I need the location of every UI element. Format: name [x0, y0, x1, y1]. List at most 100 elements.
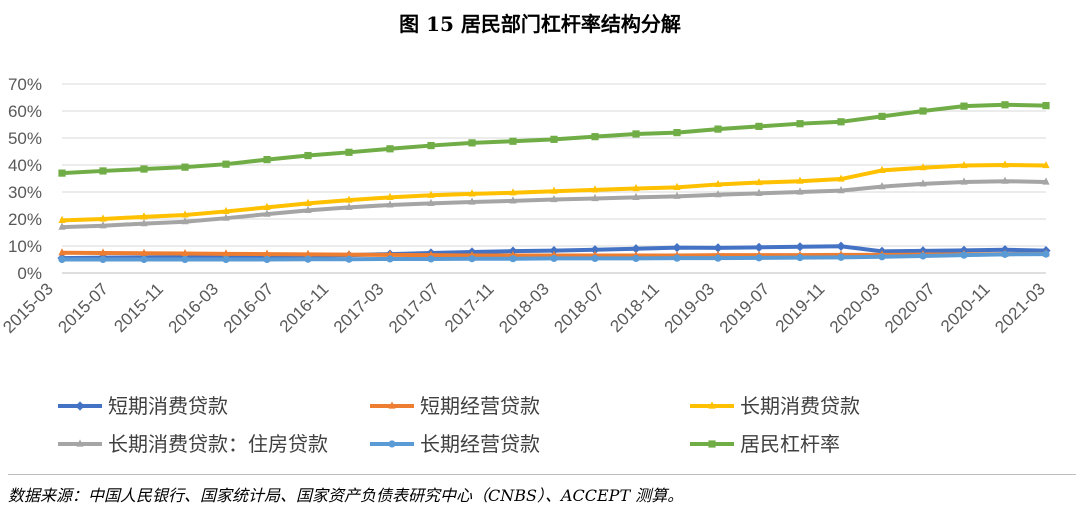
series-marker: [140, 218, 148, 227]
x-tick-label: 2016-07: [220, 279, 278, 337]
series-2: [58, 160, 1050, 223]
x-tick-label: 2015-03: [0, 279, 57, 337]
series-marker: [919, 163, 927, 171]
series-marker: [837, 253, 845, 261]
x-tick-label: 2018-07: [550, 279, 608, 337]
line-chart: 0%10%20%30%40%50%60%70% 2015-032015-0720…: [0, 75, 1051, 456]
y-tick-label: 40%: [8, 156, 42, 175]
y-tick-label: 0%: [17, 264, 42, 283]
legend-item: 长期消费贷款：住房贷款: [58, 432, 328, 456]
series-marker: [222, 160, 230, 168]
x-tick-label: 2016-11: [276, 279, 333, 336]
series-marker: [427, 198, 435, 206]
series-marker: [222, 206, 230, 215]
x-tick-label: 2018-03: [495, 279, 553, 337]
series-marker: [222, 213, 230, 221]
series-marker: [345, 255, 353, 263]
series-marker: [58, 169, 66, 177]
x-tick-label: 2020-07: [881, 279, 939, 337]
series-marker: [386, 192, 394, 200]
series-marker: [960, 160, 968, 169]
series-marker: [796, 187, 804, 195]
series-marker: [99, 255, 107, 264]
series-marker: [590, 245, 600, 255]
series-marker: [754, 242, 764, 252]
y-tick-label: 10%: [8, 237, 42, 256]
series-marker: [181, 210, 189, 218]
series-marker: [468, 255, 476, 263]
series-marker: [960, 251, 968, 259]
series-marker: [632, 192, 640, 200]
series-marker: [632, 183, 640, 192]
series-marker: [960, 102, 968, 110]
series-marker: [837, 174, 845, 182]
series-marker: [1042, 177, 1050, 185]
series-marker: [140, 165, 148, 173]
y-tick-label: 60%: [8, 102, 42, 121]
x-tick-label: 2019-03: [661, 279, 719, 337]
y-axis: 0% 10% 20% 30% 40% 50% 60% 70%: [8, 75, 42, 283]
series-marker: [796, 120, 804, 128]
series-marker: [386, 200, 394, 208]
series-marker: [550, 135, 558, 143]
series-marker: [58, 248, 66, 256]
legend-item: 短期消费贷款: [58, 394, 228, 418]
series-marker: [919, 107, 927, 115]
x-tick-label: 2020-03: [826, 279, 884, 337]
series-marker: [468, 189, 476, 197]
series-marker: [345, 250, 353, 258]
series-marker: [427, 190, 435, 198]
series-marker: [427, 255, 435, 263]
x-tick-label: 2017-11: [441, 279, 498, 336]
x-tick-label: 2017-03: [330, 279, 388, 337]
y-tick-label: 20%: [8, 210, 42, 229]
x-tick-label: 2020-11: [937, 279, 994, 336]
series-marker: [673, 254, 681, 262]
series-marker: [386, 250, 394, 258]
series-lines: [57, 101, 1051, 264]
series-marker: [222, 255, 230, 264]
series-marker: [140, 212, 148, 220]
series-marker: [345, 195, 353, 203]
series-marker: [181, 217, 189, 225]
series-4: [58, 250, 1050, 264]
series-marker: [713, 243, 723, 253]
series-marker: [468, 139, 476, 147]
series-marker: [386, 255, 394, 263]
legend-label: 长期消费贷款: [740, 394, 860, 418]
x-tick-label: 2017-07: [385, 279, 443, 337]
series-marker: [388, 401, 396, 409]
series-marker: [58, 215, 66, 223]
legend-label: 长期消费贷款：住房贷款: [108, 432, 328, 456]
series-marker: [181, 255, 189, 264]
legend-label: 长期经营贷款: [420, 432, 540, 456]
series-marker: [76, 439, 84, 447]
series-marker: [714, 179, 722, 188]
series-marker: [75, 401, 85, 411]
x-tick-label: 2021-03: [991, 279, 1049, 337]
chart-title: 图 15 居民部门杠杆率结构分解: [399, 12, 681, 36]
series-marker: [919, 179, 927, 187]
x-tick-label: 2019-07: [716, 279, 774, 337]
series-marker: [714, 190, 722, 198]
series-marker: [755, 177, 763, 186]
series-marker: [427, 141, 435, 150]
series-marker: [673, 129, 681, 137]
series-marker: [304, 151, 312, 160]
series-marker: [140, 248, 148, 256]
series-marker: [550, 254, 558, 263]
series-marker: [263, 255, 271, 264]
series-marker: [181, 248, 189, 257]
series-marker: [509, 196, 517, 204]
series-marker: [755, 122, 763, 130]
series-marker: [263, 209, 271, 217]
x-tick-label: 2015-11: [110, 279, 167, 336]
series-marker: [509, 137, 517, 145]
legend-item: 短期经营贷款: [370, 394, 540, 418]
series-marker: [58, 222, 66, 230]
series-marker: [140, 255, 148, 264]
x-tick-label: 2018-11: [606, 279, 663, 336]
series-marker: [1001, 101, 1009, 109]
series-marker: [919, 252, 927, 260]
